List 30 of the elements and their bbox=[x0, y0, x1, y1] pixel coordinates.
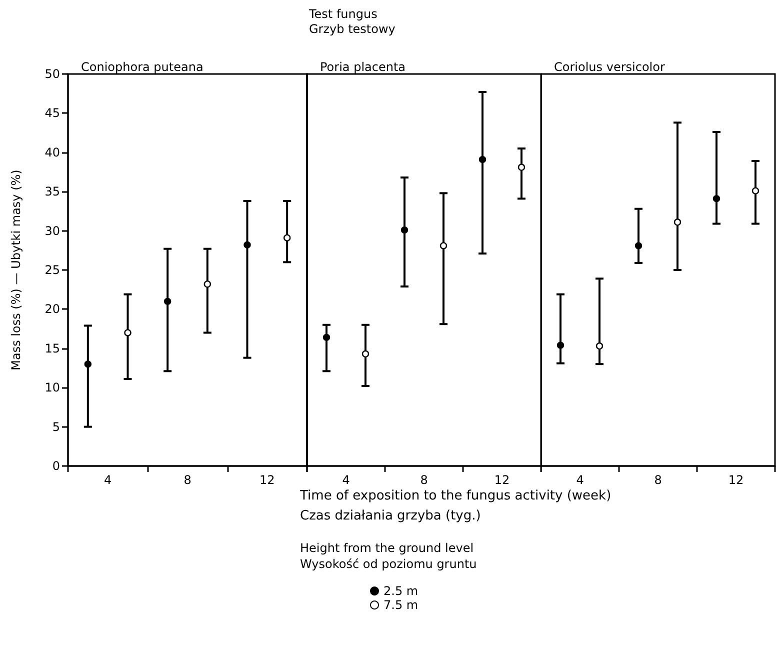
y-tick-label: 0 bbox=[52, 459, 60, 473]
legend-label: 2.5 m bbox=[384, 584, 418, 598]
x-tick-label: 4 bbox=[104, 473, 112, 487]
y-tick-label: 50 bbox=[44, 67, 60, 81]
chart-title: Coniophora puteana bbox=[81, 60, 204, 74]
y-tick-label: 10 bbox=[44, 380, 60, 395]
x-tick-label: 12 bbox=[260, 473, 275, 487]
legend-label: 7.5 m bbox=[384, 598, 418, 612]
text: Test fungus bbox=[308, 7, 378, 21]
y-tick-label: 40 bbox=[44, 145, 60, 160]
y-tick-label: 30 bbox=[44, 224, 60, 238]
x-tick-label: 4 bbox=[576, 473, 584, 487]
x-tick-label: 12 bbox=[494, 473, 510, 487]
y-tick-label: 35 bbox=[44, 184, 60, 199]
y-tick-label: 20 bbox=[44, 302, 60, 316]
y-tick-label: 45 bbox=[44, 106, 60, 120]
y-tick-label: 15 bbox=[44, 341, 60, 356]
x-tick-label: 4 bbox=[342, 473, 350, 487]
x-tick-label: 12 bbox=[728, 473, 744, 487]
x-tick-label: 8 bbox=[654, 473, 662, 487]
x-axis-title: Time of exposition to the fungus activity (week) Czas działania grzyba (tyg.) bbox=[299, 488, 612, 524]
chart-title: Coriolus versicolor bbox=[554, 60, 665, 74]
y-tick-label: 5 bbox=[52, 420, 60, 434]
legend-title: Height from the ground level Wysokość od poziomu gruntu bbox=[300, 541, 477, 571]
y-axis-title: Mass loss (%) — Ubytki masy (%) bbox=[9, 170, 23, 370]
x-tick-label: 8 bbox=[184, 473, 192, 487]
text: Grzyb testowy bbox=[309, 22, 396, 36]
x-tick-label: 8 bbox=[420, 473, 428, 487]
y-tick-label: 25 bbox=[44, 263, 60, 277]
chart-title: Poria placenta bbox=[320, 60, 406, 74]
